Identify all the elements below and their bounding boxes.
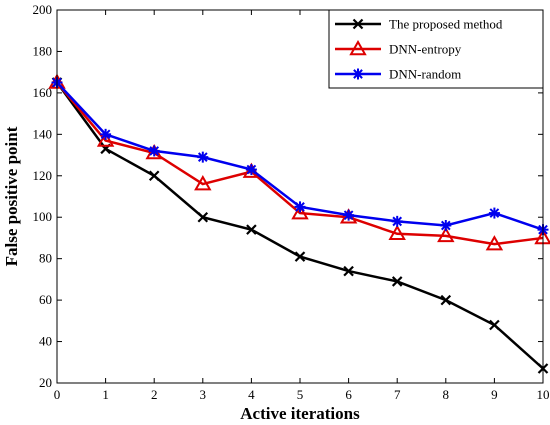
- x-tick-label: 5: [297, 387, 304, 402]
- x-tick-label: 2: [151, 387, 158, 402]
- y-tick-label: 100: [33, 209, 53, 224]
- x-tick-label: 6: [345, 387, 352, 402]
- x-tick-label: 10: [537, 387, 550, 402]
- legend-item: DNN-entropy: [335, 39, 462, 57]
- series-x: [51, 77, 549, 374]
- series-line: [55, 81, 544, 370]
- legend-swatch-marker: [352, 18, 364, 30]
- x-tick-label: 3: [200, 387, 207, 402]
- data-point: [294, 201, 306, 213]
- data-point: [343, 265, 354, 277]
- x-tick-label: 0: [54, 387, 61, 402]
- data-point: [440, 220, 452, 232]
- data-point: [489, 319, 500, 331]
- data-point: [488, 207, 500, 219]
- x-axis-title: Active iterations: [240, 404, 360, 423]
- data-point: [437, 226, 455, 243]
- data-point: [388, 224, 406, 241]
- data-point: [343, 209, 355, 221]
- y-tick-label: 160: [33, 85, 53, 100]
- legend-item: DNN-random: [335, 67, 461, 82]
- legend-label: DNN-random: [389, 67, 461, 82]
- data-point: [148, 145, 160, 157]
- y-tick-label: 140: [33, 126, 53, 141]
- data-point: [197, 151, 209, 163]
- data-point: [100, 128, 112, 140]
- y-tick-label: 180: [33, 43, 53, 58]
- data-point: [246, 224, 257, 235]
- y-tick-label: 200: [33, 2, 53, 17]
- series-triangle: [48, 73, 550, 251]
- legend-label: The proposed method: [389, 17, 503, 32]
- y-tick-label: 80: [39, 251, 52, 266]
- x-tick-label: 8: [443, 387, 450, 402]
- data-point: [148, 170, 160, 182]
- legend-item: The proposed method: [335, 17, 503, 32]
- x-tick-label: 9: [491, 387, 498, 402]
- y-axis-title: False positive point: [2, 126, 21, 266]
- data-point: [485, 235, 504, 251]
- data-point: [291, 204, 309, 220]
- x-tick-label: 1: [102, 387, 109, 402]
- data-point: [294, 251, 306, 262]
- series-asterisk: [51, 77, 549, 236]
- y-axis-ticks: 20 40 60 80 100 120 140 160 180 200: [33, 2, 543, 390]
- y-tick-label: 20: [39, 375, 52, 390]
- y-tick-label: 120: [33, 168, 53, 183]
- series-line: [56, 81, 544, 246]
- y-tick-label: 60: [39, 292, 52, 307]
- legend: The proposed method DNN-entropy DNN-random: [328, 9, 544, 89]
- data-point: [96, 131, 115, 147]
- data-point: [440, 294, 452, 306]
- plot-frame: [56, 9, 544, 384]
- data-point: [245, 164, 257, 176]
- data-point: [197, 211, 209, 223]
- legend-label: DNN-entropy: [389, 42, 462, 57]
- legend-swatch-marker: [352, 68, 364, 80]
- series-layer: [48, 73, 550, 374]
- x-tick-label: 7: [394, 387, 401, 402]
- legend-swatch-marker: [349, 39, 367, 56]
- data-point: [391, 276, 403, 287]
- data-point: [194, 175, 212, 191]
- x-tick-label: 4: [248, 387, 255, 402]
- y-tick-label: 40: [39, 334, 52, 349]
- data-point: [391, 215, 403, 227]
